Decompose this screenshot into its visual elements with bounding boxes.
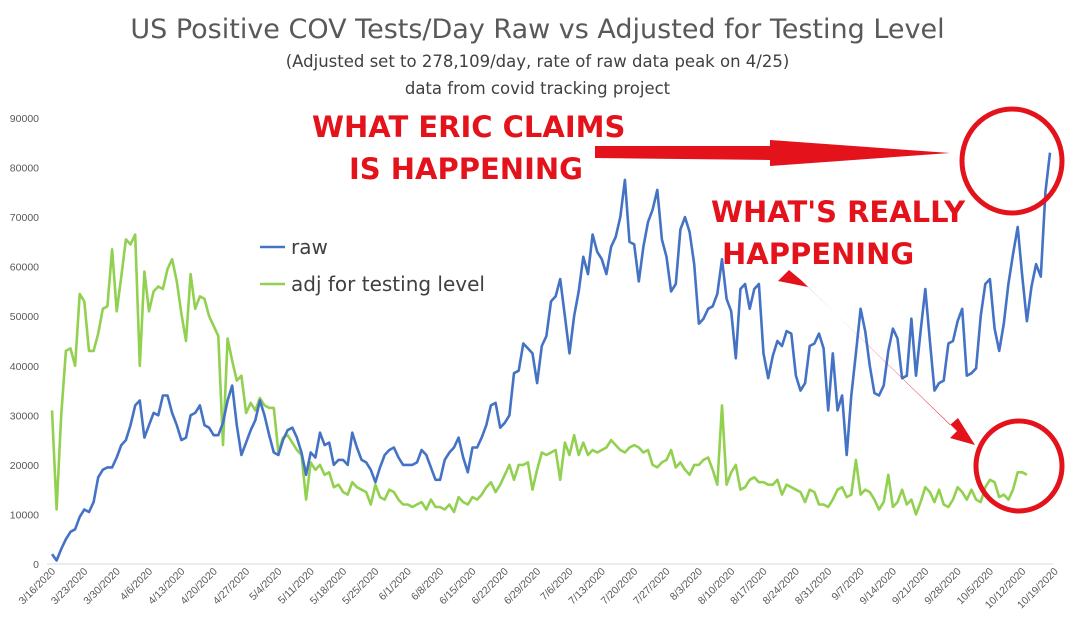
y-tick-label: 50000 — [10, 311, 39, 323]
y-tick-label: 80000 — [10, 163, 39, 175]
y-tick-label: 90000 — [10, 113, 39, 125]
legend-raw-label: raw — [291, 235, 328, 259]
series-raw-line — [50, 152, 1052, 562]
chart-source-note: data from covid tracking project — [404, 79, 671, 98]
y-tick-label: 20000 — [10, 460, 39, 472]
annotation-eric-line2: IS HAPPENING — [349, 152, 583, 186]
y-tick-label: 70000 — [10, 212, 39, 224]
y-tick-label: 40000 — [10, 361, 39, 373]
legend-adj-label: adj for testing level — [291, 272, 485, 296]
annotations: WHAT ERIC CLAIMS IS HAPPENING WHAT'S REA… — [312, 106, 1065, 514]
y-tick-label: 0 — [33, 559, 39, 571]
arrow-really-happening — [778, 270, 975, 445]
legend: raw adj for testing level — [260, 235, 485, 296]
circle-adj-end — [973, 418, 1065, 514]
series-layer — [50, 152, 1052, 562]
arrow-eric-claims — [595, 140, 950, 166]
chart-title: US Positive COV Tests/Day Raw vs Adjuste… — [130, 14, 945, 45]
y-tick-label: 10000 — [10, 509, 39, 521]
annotation-really-line1: WHAT'S REALLY — [711, 195, 966, 229]
y-axis: 0 10000 20000 30000 40000 50000 60000 70000 8000… — [10, 113, 39, 571]
circle-raw-peak — [959, 106, 1065, 216]
y-tick-label: 60000 — [10, 262, 39, 274]
annotation-really-line2: HAPPENING — [722, 237, 914, 271]
series-adj-line — [50, 233, 1028, 516]
y-tick-label: 30000 — [10, 410, 39, 422]
x-tick-label: 6/1/2020 — [377, 566, 414, 603]
x-axis: 3/16/20203/23/20203/30/20204/6/20204/13/… — [17, 566, 1061, 612]
annotation-eric-line1: WHAT ERIC CLAIMS — [312, 110, 625, 144]
chart-subtitle: (Adjusted set to 278,109/day, rate of ra… — [285, 52, 790, 71]
